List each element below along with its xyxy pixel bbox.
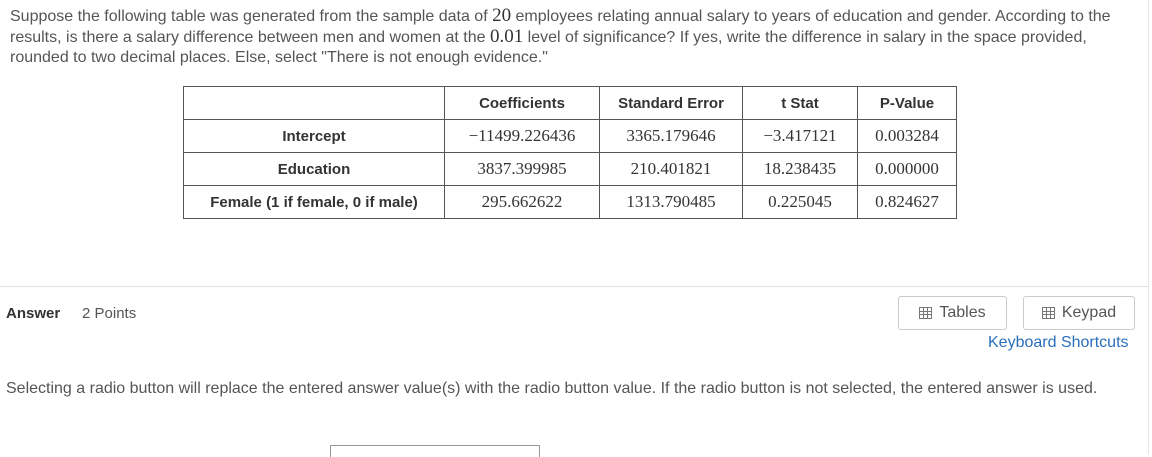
answer-label: Answer bbox=[6, 305, 61, 322]
keypad-button-label: Keypad bbox=[1061, 304, 1117, 321]
keyboard-shortcuts-link[interactable]: Keyboard Shortcuts bbox=[988, 334, 1129, 351]
regression-table: Coefficients Standard Error t Stat P-Val… bbox=[183, 86, 957, 219]
question-text: Suppose the following table was generate… bbox=[10, 6, 1135, 68]
points-value: 2 Points bbox=[82, 305, 137, 322]
header-cell bbox=[183, 86, 445, 120]
page-right-border bbox=[1148, 0, 1149, 454]
table-cell: 0.003284 bbox=[857, 119, 957, 153]
table-cell: 3365.179646 bbox=[599, 119, 743, 153]
answer-input[interactable] bbox=[330, 445, 540, 457]
table-cell: 18.238435 bbox=[742, 152, 858, 186]
table-cell: 0.000000 bbox=[857, 152, 957, 186]
table-grid-icon bbox=[919, 307, 933, 319]
question-part-1: Suppose the following table was generate… bbox=[10, 8, 493, 25]
row-label: Female (1 if female, 0 if male) bbox=[183, 185, 445, 219]
header-cell: Coefficients bbox=[444, 86, 600, 120]
tables-button-label: Tables bbox=[939, 304, 986, 321]
row-label: Intercept bbox=[183, 119, 445, 153]
table-cell: 3837.399985 bbox=[444, 152, 600, 186]
keypad-icon bbox=[1041, 307, 1055, 319]
table-row: Intercept −11499.226436 3365.179646 −3.4… bbox=[183, 119, 957, 153]
header-cell: Standard Error bbox=[599, 86, 743, 120]
keypad-button[interactable]: Keypad bbox=[1023, 296, 1135, 330]
table-row: Female (1 if female, 0 if male) 295.6626… bbox=[183, 185, 957, 219]
table-cell: 0.824627 bbox=[857, 185, 957, 219]
question-part-3: level of significance? If yes, write the… bbox=[10, 29, 1087, 66]
row-label: Education bbox=[183, 152, 445, 186]
table-cell: −11499.226436 bbox=[444, 119, 600, 153]
table-header-row: Coefficients Standard Error t Stat P-Val… bbox=[183, 86, 957, 120]
header-cell: t Stat bbox=[742, 86, 858, 120]
significance-level: 0.01 bbox=[489, 26, 524, 47]
table-cell: 210.401821 bbox=[599, 152, 743, 186]
radio-instructions: Selecting a radio button will replace th… bbox=[6, 380, 1098, 397]
table-cell: 1313.790485 bbox=[599, 185, 743, 219]
tables-button[interactable]: Tables bbox=[898, 296, 1007, 330]
sample-size: 20 bbox=[492, 5, 512, 26]
table-cell: −3.417121 bbox=[742, 119, 858, 153]
header-cell: P-Value bbox=[857, 86, 957, 120]
section-divider bbox=[0, 286, 1148, 287]
table-cell: 295.662622 bbox=[444, 185, 600, 219]
table-cell: 0.225045 bbox=[742, 185, 858, 219]
table-row: Education 3837.399985 210.401821 18.2384… bbox=[183, 152, 957, 186]
question-part-2: employees relating annual salary to year… bbox=[10, 8, 1111, 46]
